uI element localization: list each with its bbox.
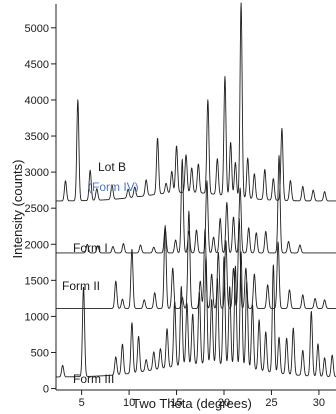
x-tick-label: 30	[313, 397, 325, 409]
x-tick-label: 5	[79, 397, 85, 409]
x-tick-label: 15	[170, 397, 182, 409]
x-tick-label: 25	[265, 397, 277, 409]
y-tick-label: 3000	[25, 167, 49, 179]
axes: 0 500 1000 1500 2000 2500 3000 3500 4000 4500 5000…	[25, 4, 336, 409]
trace-labels: Lot B (Form IV) Form I Form II Form III	[62, 160, 139, 386]
y-tick-label: 3500	[25, 131, 49, 143]
y-tick-label: 0	[43, 384, 49, 396]
y-tick-label: 4000	[25, 95, 49, 107]
trace-form-ii	[55, 210, 336, 309]
label-form-i: Form I	[73, 241, 108, 255]
x-tick-label: 20	[218, 397, 230, 409]
label-form-ii: Form II	[62, 279, 100, 293]
y-tick-label: 4500	[25, 59, 49, 71]
y-tick-label: 2000	[25, 239, 49, 251]
label-lot-b: Lot B	[98, 160, 126, 174]
trace-form-i	[55, 155, 336, 254]
y-tick-label: 500	[31, 347, 49, 359]
trace-form-iii	[55, 251, 336, 378]
traces	[55, 2, 336, 378]
x-axis-title: Two Theta (degrees)	[132, 396, 252, 411]
label-form-iii: Form III	[73, 372, 114, 386]
label-form-iv: (Form IV)	[88, 180, 139, 194]
y-axis-title: Intensity (counts)	[10, 160, 25, 259]
y-tick-label: 1500	[25, 275, 49, 287]
y-tick-label: 2500	[25, 203, 49, 215]
y-tick-label: 5000	[25, 23, 49, 35]
y-tick-label: 1000	[25, 311, 49, 323]
x-tick-label: 10	[123, 397, 135, 409]
trace-lot-b	[55, 2, 336, 202]
